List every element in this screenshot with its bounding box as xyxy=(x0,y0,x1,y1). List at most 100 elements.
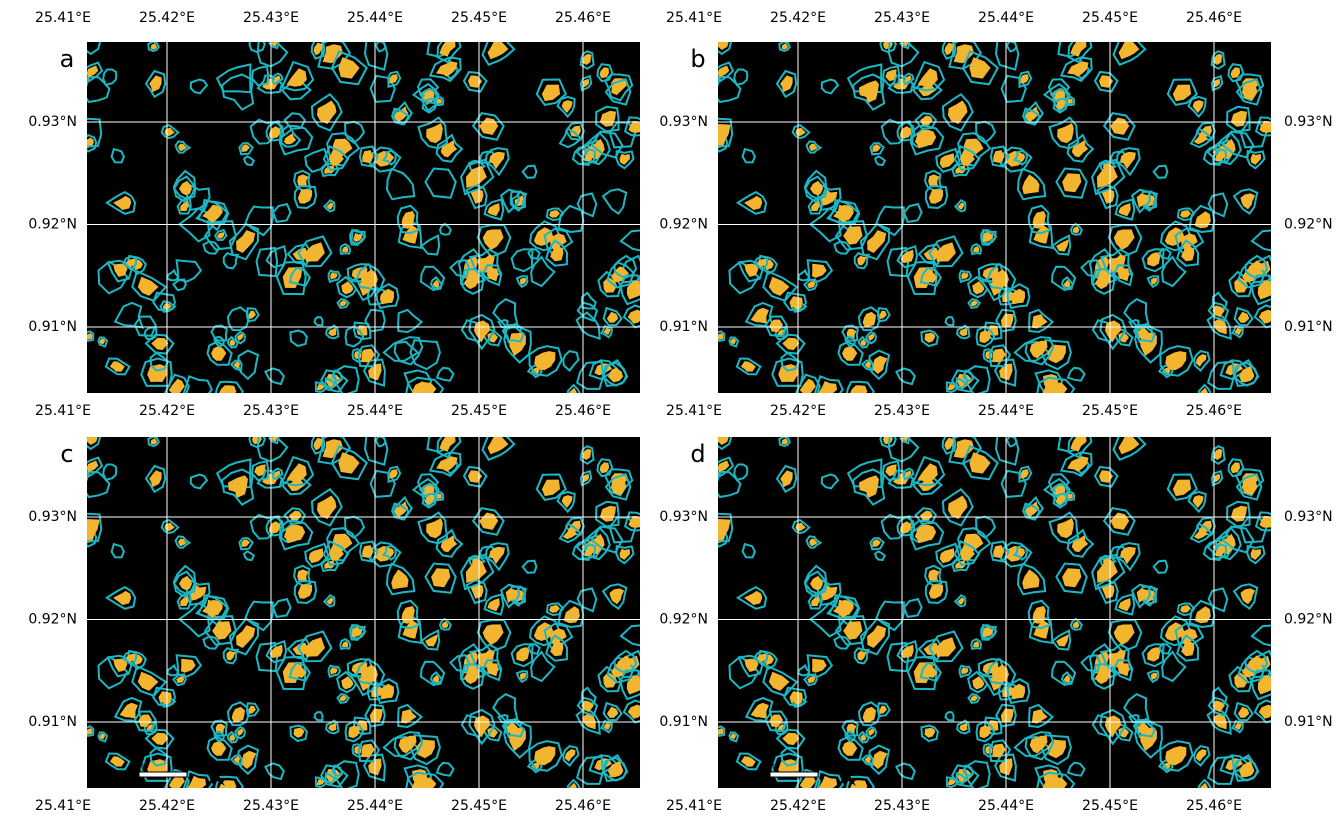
detected-area xyxy=(750,307,769,324)
panel-label: c xyxy=(60,440,73,468)
detected-area xyxy=(1147,252,1161,267)
reference-polygon xyxy=(1036,771,1076,788)
detected-area xyxy=(769,714,783,727)
reference-polygon xyxy=(314,381,329,393)
detected-area xyxy=(486,268,499,282)
detected-area xyxy=(842,345,858,361)
reference-polygon xyxy=(928,630,964,663)
detected-area xyxy=(860,734,867,741)
reference-polygon xyxy=(955,771,968,785)
reference-polygon xyxy=(1060,671,1074,686)
detected-area xyxy=(744,195,763,210)
detected-area xyxy=(286,463,307,482)
detected-area xyxy=(436,61,458,77)
reference-polygon xyxy=(449,259,470,278)
detected-area xyxy=(1193,527,1208,540)
reference-polygon xyxy=(355,262,386,293)
reference-polygon xyxy=(1130,583,1151,609)
reference-polygon xyxy=(275,260,307,296)
reference-polygon xyxy=(558,127,583,149)
reference-polygon xyxy=(623,116,640,137)
detected-area xyxy=(809,538,818,546)
detected-area xyxy=(1200,125,1212,137)
lat-label: 0.91°N xyxy=(28,319,77,335)
detected-area xyxy=(1200,782,1208,788)
reference-polygon xyxy=(265,120,285,142)
reference-polygon xyxy=(613,649,638,674)
reference-polygon xyxy=(1114,593,1136,616)
reference-polygon xyxy=(780,746,801,767)
detected-area xyxy=(360,664,378,682)
reference-polygon xyxy=(499,583,520,609)
detected-area xyxy=(322,44,343,64)
reference-polygon xyxy=(385,562,416,596)
detected-area xyxy=(872,750,888,769)
detected-area xyxy=(487,203,500,217)
scale-segment xyxy=(721,771,771,778)
reference-polygon xyxy=(159,300,177,313)
reference-polygon xyxy=(468,313,496,351)
lat-label: 0.91°N xyxy=(659,714,708,730)
reference-polygon xyxy=(1036,376,1076,393)
detected-area xyxy=(1259,515,1271,528)
detected-area xyxy=(1172,84,1192,102)
detected-area xyxy=(1067,61,1089,77)
reference-polygon xyxy=(172,278,187,292)
detected-area xyxy=(1016,548,1025,558)
reference-polygon xyxy=(460,553,495,591)
detected-area xyxy=(356,325,368,336)
detected-area xyxy=(868,728,875,736)
lat-label: 0.92°N xyxy=(1284,612,1333,628)
reference-polygon xyxy=(886,641,910,673)
reference-polygon xyxy=(1219,754,1250,775)
reference-polygon xyxy=(1246,544,1266,565)
reference-polygon xyxy=(1050,234,1072,256)
detected-area xyxy=(426,518,443,539)
detected-area xyxy=(744,590,763,605)
detected-area xyxy=(229,734,236,741)
detected-area xyxy=(972,676,985,690)
detected-area xyxy=(982,232,993,242)
reference-polygon xyxy=(357,344,381,368)
detected-area xyxy=(807,281,815,289)
detected-area xyxy=(1104,320,1121,343)
lon-label: 25.43°E xyxy=(874,403,930,419)
reference-polygon xyxy=(1212,543,1227,560)
reference-polygon xyxy=(1206,534,1235,558)
reference-polygon xyxy=(1022,502,1041,521)
reference-polygon xyxy=(87,512,103,543)
detected-area xyxy=(1101,188,1115,204)
detected-area xyxy=(569,125,581,137)
reference-polygon xyxy=(144,464,167,494)
detected-area xyxy=(1029,735,1048,754)
reference-polygon xyxy=(202,635,221,650)
reference-polygon xyxy=(339,243,352,256)
detected-area xyxy=(953,44,974,64)
detected-area xyxy=(1120,546,1136,565)
north-label: N xyxy=(213,762,218,770)
reference-polygon xyxy=(941,42,957,60)
detected-area xyxy=(87,65,99,78)
reference-polygon xyxy=(571,539,593,561)
detected-area xyxy=(1181,639,1195,657)
detected-area xyxy=(385,548,394,558)
reference-polygon xyxy=(1227,63,1245,83)
reference-polygon xyxy=(970,243,983,256)
lat-label: 0.91°N xyxy=(1284,714,1333,730)
lon-label: 25.41°E xyxy=(666,798,722,814)
reference-polygon xyxy=(175,259,203,283)
detected-area xyxy=(778,364,798,382)
reference-polygon xyxy=(530,650,556,683)
reference-polygon xyxy=(229,359,243,372)
reference-polygon xyxy=(363,437,389,466)
reference-polygon xyxy=(975,325,996,348)
detected-area xyxy=(1248,655,1263,670)
detected-area xyxy=(606,311,619,323)
reference-polygon xyxy=(1102,506,1136,536)
reference-polygon xyxy=(483,593,505,616)
reference-polygon xyxy=(1152,164,1169,179)
lat-label: 0.92°N xyxy=(659,612,708,628)
reference-polygon xyxy=(1254,511,1271,532)
detected-area xyxy=(482,229,504,251)
detected-area xyxy=(872,355,888,374)
